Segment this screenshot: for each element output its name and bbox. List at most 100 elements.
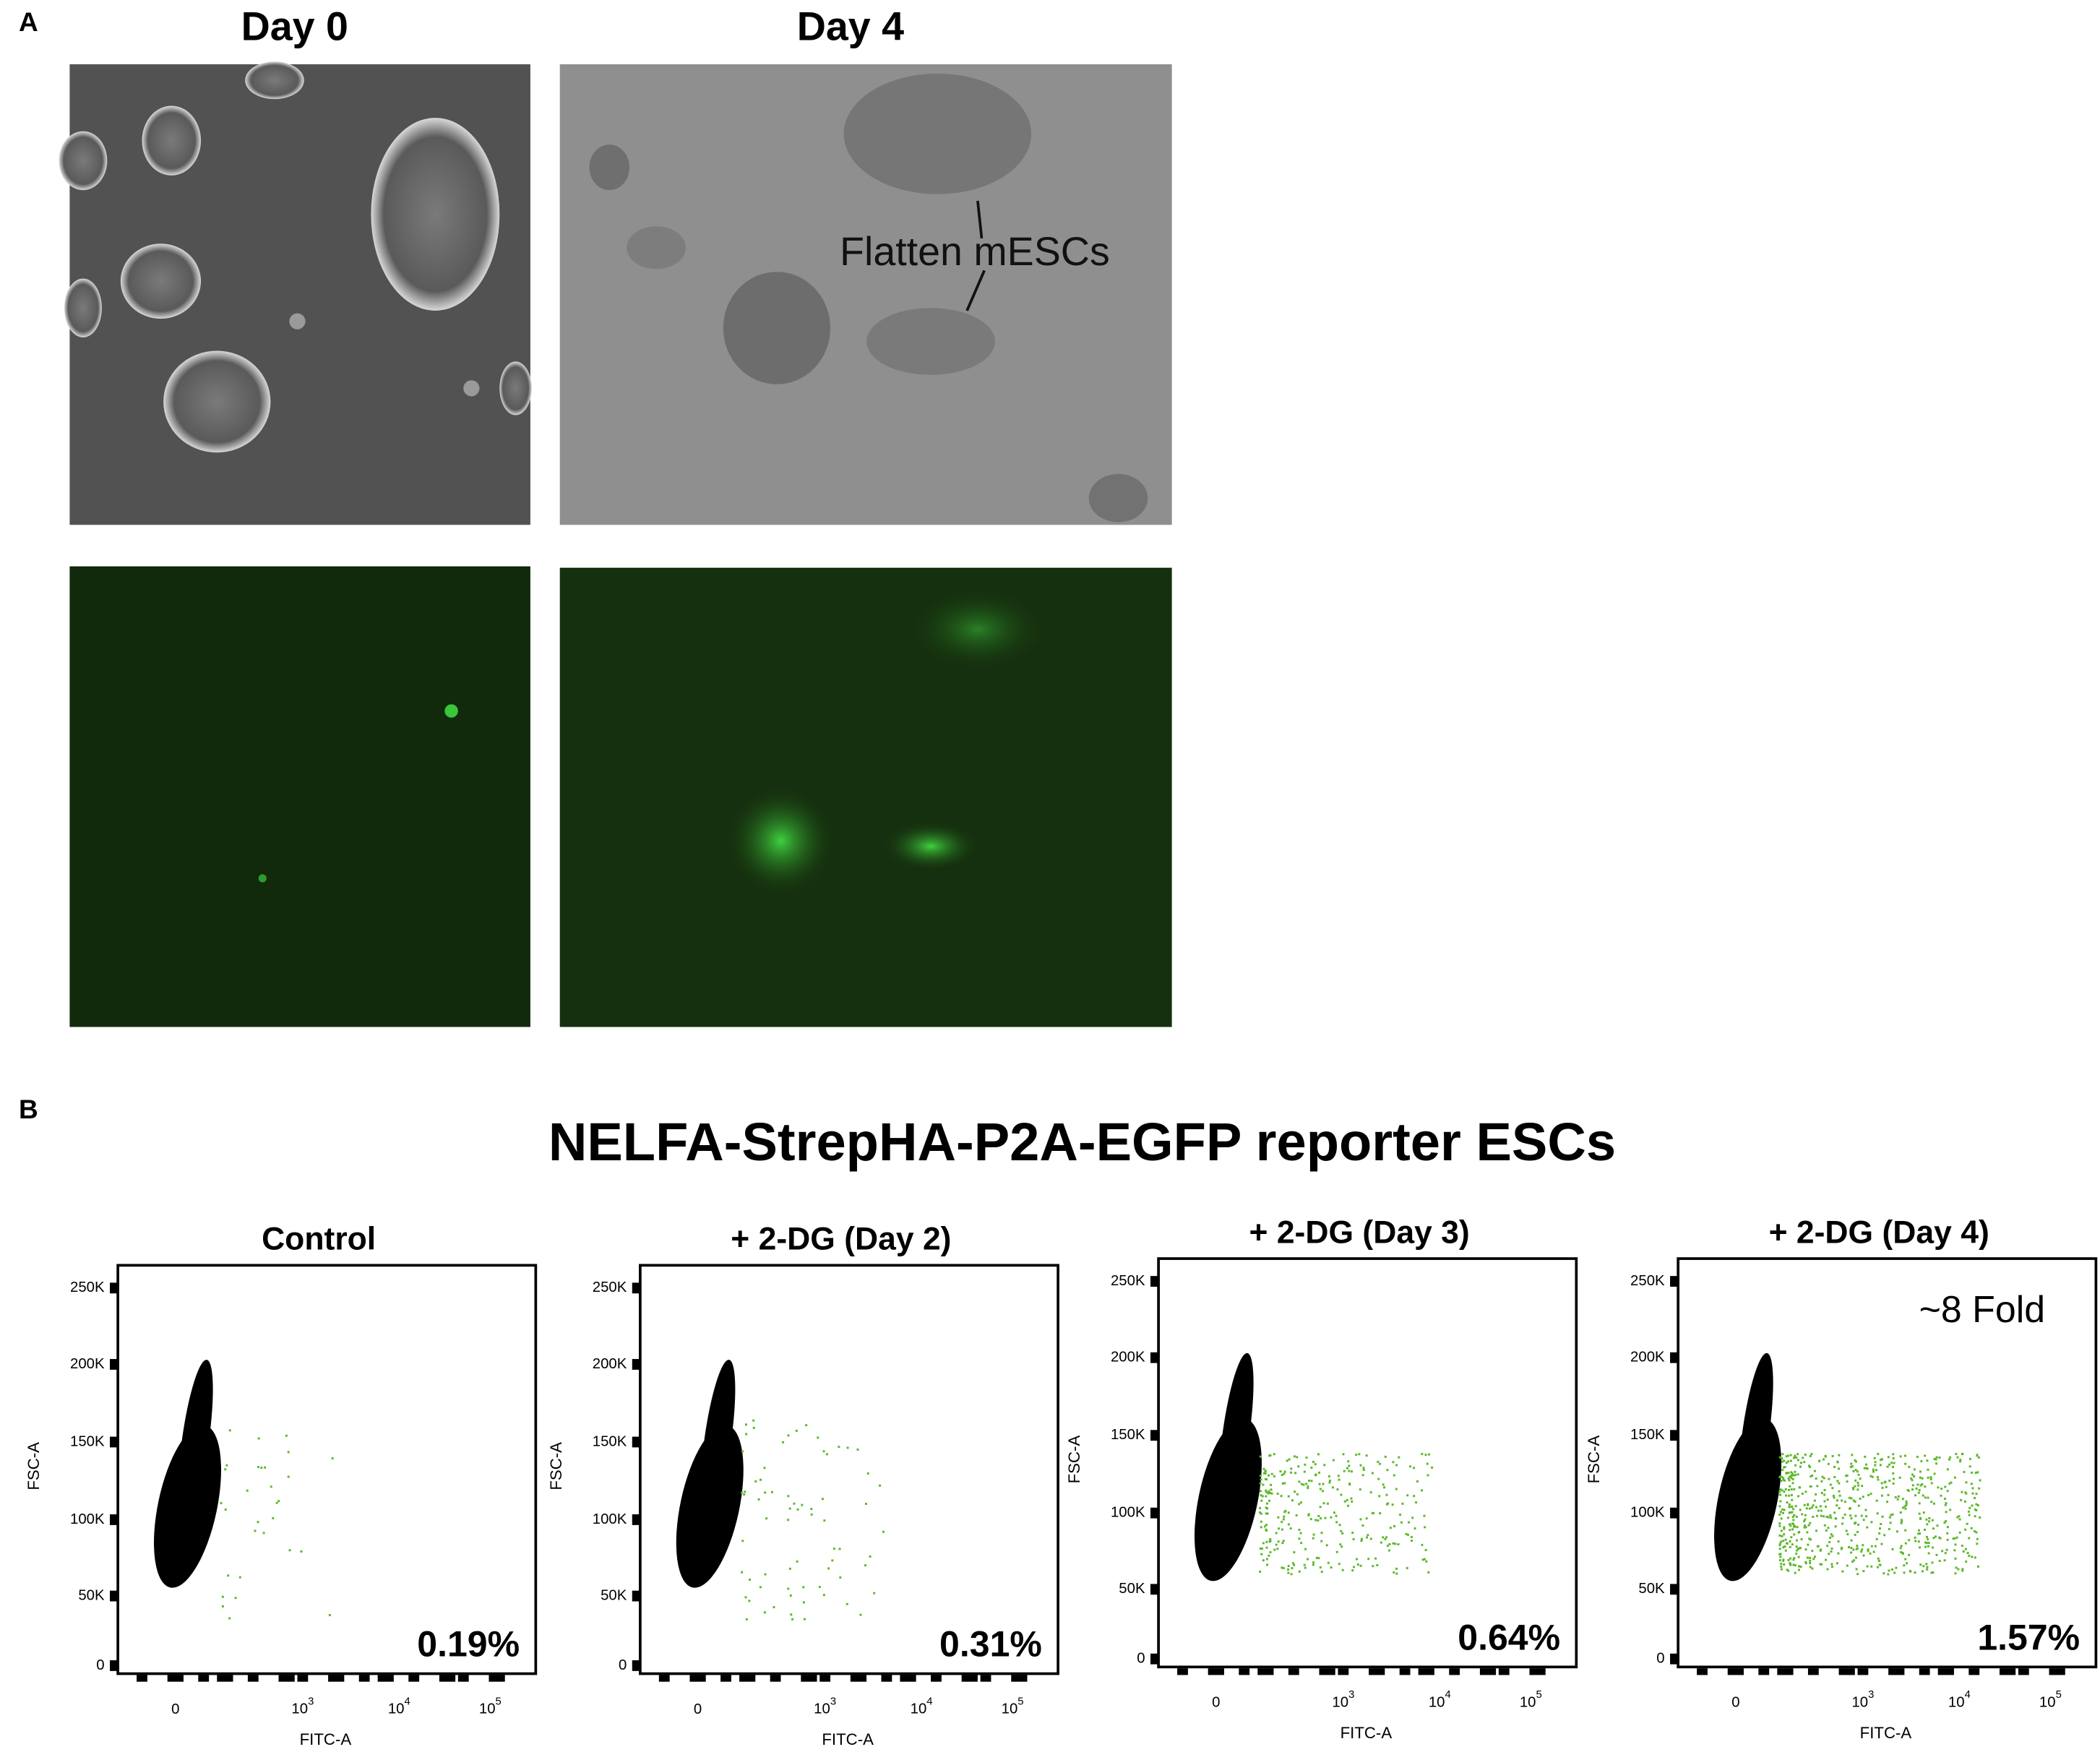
event-dot: [1799, 1465, 1802, 1468]
event-dot: [1296, 1493, 1299, 1496]
x-axis-label: FITC-A: [822, 1730, 874, 1748]
event-dot: [1978, 1487, 1981, 1490]
axis-marker: [198, 1675, 210, 1682]
event-dot: [1355, 1454, 1358, 1457]
event-dot: [1789, 1563, 1791, 1566]
axis-marker: [297, 1675, 309, 1682]
event-dot: [1979, 1479, 1981, 1482]
event-dot: [1862, 1570, 1865, 1573]
event-dot: [1378, 1495, 1381, 1498]
event-dot: [1799, 1547, 1802, 1550]
event-dot: [1880, 1494, 1883, 1497]
event-dot: [1342, 1453, 1345, 1456]
event-dot: [1953, 1537, 1956, 1540]
event-dot: [1976, 1504, 1979, 1507]
event-dot: [787, 1495, 790, 1498]
event-dot: [1894, 1496, 1897, 1498]
event-dot: [1787, 1488, 1790, 1491]
event-dot: [1797, 1565, 1800, 1568]
event-dot: [1876, 1512, 1879, 1515]
event-dot: [1793, 1557, 1796, 1560]
event-dot: [1780, 1480, 1783, 1482]
event-dot: [1778, 1548, 1781, 1550]
event-dot: [1399, 1514, 1402, 1516]
x-tick-label: 105: [1002, 1696, 1024, 1717]
event-dot: [1268, 1454, 1271, 1457]
event-dot: [1789, 1459, 1792, 1462]
event-dot: [1792, 1558, 1795, 1561]
event-dot: [1405, 1532, 1408, 1535]
event-dot: [1305, 1483, 1308, 1485]
event-dot: [763, 1611, 766, 1614]
event-dot: [1908, 1570, 1911, 1572]
y-tick-label: 150K: [1111, 1427, 1145, 1443]
axis-marker: [961, 1675, 978, 1682]
y-tick-label: 100K: [70, 1511, 105, 1527]
event-dot: [1785, 1462, 1788, 1464]
event-dot: [1286, 1459, 1288, 1462]
event-dot: [1937, 1486, 1940, 1489]
event-dot: [1836, 1504, 1838, 1507]
event-dot: [1881, 1515, 1884, 1518]
event-dot: [1358, 1453, 1361, 1456]
event-dot: [1852, 1548, 1855, 1551]
event-dot: [1793, 1514, 1796, 1516]
event-dot: [1266, 1512, 1269, 1515]
event-dot: [1796, 1453, 1799, 1456]
event-dot: [1333, 1511, 1335, 1514]
plot-frame: [116, 1264, 538, 1675]
event-dot: [1884, 1480, 1887, 1483]
event-dot: [1290, 1467, 1293, 1470]
event-dot: [1952, 1537, 1955, 1540]
event-dot: [1287, 1523, 1290, 1526]
event-dot: [1781, 1469, 1784, 1472]
event-dot: [789, 1594, 792, 1597]
axis-marker: [489, 1675, 505, 1682]
event-dot: [1807, 1543, 1809, 1546]
event-dot: [1317, 1557, 1320, 1560]
event-dot: [257, 1466, 259, 1469]
event-dot: [1820, 1509, 1823, 1512]
event-dot: [1415, 1501, 1418, 1504]
event-dot: [1809, 1559, 1812, 1562]
event-dot: [285, 1434, 288, 1437]
event-dot: [1350, 1497, 1353, 1500]
event-dot: [1974, 1497, 1976, 1500]
event-dot: [1796, 1459, 1799, 1462]
event-dot: [1913, 1468, 1916, 1471]
event-dot: [1946, 1468, 1949, 1471]
event-dot: [1815, 1493, 1817, 1496]
y-tick-label: 100K: [593, 1511, 627, 1527]
event-dot: [1791, 1498, 1794, 1501]
event-dot: [1787, 1569, 1790, 1572]
event-dot: [1862, 1496, 1864, 1498]
tick-mark: [110, 1282, 119, 1294]
event-dot: [1904, 1462, 1907, 1465]
tick-mark: [110, 1436, 119, 1448]
event-dot: [1788, 1479, 1791, 1482]
axis-marker: [1338, 1668, 1349, 1675]
event-dot: [1924, 1454, 1927, 1457]
event-dot: [1408, 1521, 1411, 1524]
x-tick-label: 0: [1731, 1695, 1739, 1711]
event-dot: [1387, 1549, 1390, 1552]
event-dot: [1823, 1515, 1825, 1518]
plot-frame: [639, 1264, 1059, 1675]
event-dot: [759, 1586, 762, 1589]
event-dot: [1932, 1546, 1935, 1549]
event-dot: [1362, 1469, 1365, 1472]
event-dot: [1832, 1494, 1835, 1497]
event-dot: [1351, 1532, 1354, 1534]
event-dot: [770, 1490, 773, 1493]
axis-marker: [1919, 1668, 1930, 1675]
event-dot: [1784, 1538, 1787, 1541]
plot-title: + 2-DG (Day 2): [731, 1222, 951, 1257]
event-dot: [1966, 1522, 1968, 1525]
event-dot: [1424, 1454, 1427, 1457]
axis-marker: [137, 1675, 147, 1682]
event-dot: [1339, 1543, 1342, 1546]
event-dot: [1843, 1501, 1846, 1503]
event-dot: [1904, 1529, 1907, 1532]
event-dot: [764, 1491, 767, 1494]
event-dot: [1788, 1503, 1791, 1506]
